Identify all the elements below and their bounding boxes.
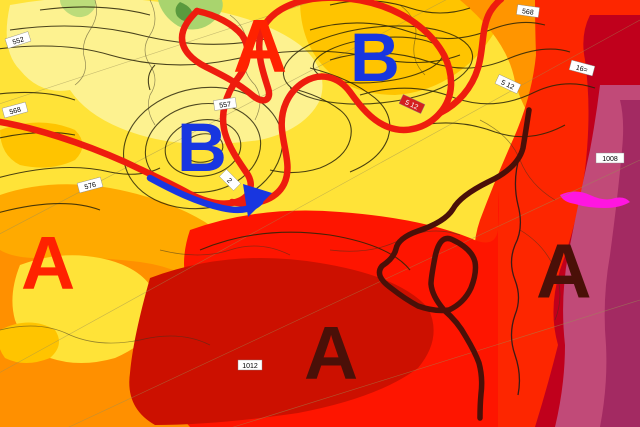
svg-text:1012: 1012 [242, 363, 258, 370]
svg-text:B: B [350, 19, 400, 96]
svg-text:A: A [21, 221, 75, 305]
svg-text:1008: 1008 [602, 156, 618, 163]
svg-text:A: A [536, 229, 592, 315]
svg-text:A: A [233, 4, 287, 88]
svg-text:A: A [304, 311, 358, 395]
svg-text:B: B [177, 109, 227, 186]
